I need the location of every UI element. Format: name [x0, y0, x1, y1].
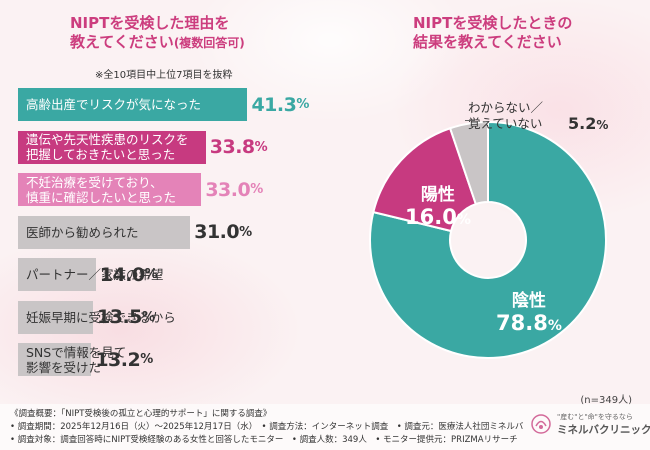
bar-label: 高齢出産でリスクが気になった [26, 97, 202, 112]
footer-line3: • 調査対象：調査回答時にNIPT受検経験のある女性と回答したモニター • 調査… [10, 435, 518, 445]
donut-slice-unknown [448, 120, 489, 206]
logo-tagline: "産む"と"命"を守るなら [557, 413, 633, 421]
bar-value-label: 14.0% [99, 263, 158, 286]
logo-name: ミネルバクリニック [557, 424, 650, 436]
left-title-paren: (複数回答可) [173, 36, 245, 50]
bar-value-label: 41.3% [251, 93, 309, 116]
unknown-percent: % [596, 118, 609, 132]
footer-line1: 《調査概要：「NIPT受検後の孤立と心理的サポート」に関する調査》 [10, 409, 272, 419]
donut-slice-negative [369, 120, 607, 359]
bar-label: 遺伝や先天性疾患のリスクを 把握しておきたいと思った [26, 132, 189, 162]
unknown-line1: わからない／ [468, 100, 544, 115]
bar-label: SNSで情報を見て 影響を受けた [26, 344, 127, 375]
bar-label: パートナー／家族の希望 [26, 267, 164, 282]
positive-name: 陽性 [420, 185, 455, 205]
bar-row: パートナー／家族の希望 14.0% [18, 258, 318, 291]
bar [18, 88, 248, 121]
bar-label: 不妊治療を受けており、 慎重に確認したいと思った [26, 174, 177, 205]
bar [18, 343, 92, 376]
unknown-line2: 覚えていない [468, 116, 543, 131]
bar [18, 130, 206, 164]
donut-slice-positive [372, 126, 478, 233]
bar-value-label: 33.0% [205, 178, 263, 201]
unknown-value-number: 5.2 [568, 114, 597, 133]
bar [18, 258, 96, 291]
left-chart-title: NIPTを受検した理由を 教えてください(複数回答可) [70, 14, 280, 53]
bar-label: 医師から勧められた [26, 224, 139, 240]
negative-percent: % [547, 318, 562, 334]
bar-value-label: 31.0% [194, 221, 252, 243]
bar [18, 173, 202, 206]
bar-row: SNSで情報を見て 影響を受けた 13.2% [18, 343, 318, 376]
bar-row: 妊娠早期に受検できるから 13.5% [18, 300, 318, 334]
bar-row: 遺伝や先天性疾患のリスクを 把握しておきたいと思った 33.8% [18, 130, 318, 164]
bar-row: 不妊治療を受けており、 慎重に確認したいと思った 33.0% [18, 173, 318, 206]
left-title-line2: 教えてください(複数回答可) [70, 33, 280, 53]
bar-row: 医師から勧められた 31.0% [18, 215, 318, 249]
unknown-label: わからない／ 覚えていない [468, 100, 543, 132]
bar [18, 215, 191, 249]
bar-value-label: 13.5% [97, 306, 155, 328]
clinic-logo: "産む"と"命"を守るなら ミネルバクリニック [530, 411, 650, 441]
left-title-line1: NIPTを受検した理由を [70, 14, 230, 32]
positive-value: 16.0% [405, 205, 471, 229]
positive-label: 陽性 16.0% [405, 180, 471, 229]
bar-value-label: 33.8% [209, 136, 268, 158]
sample-size: (n=349人) [580, 395, 632, 406]
bar [18, 300, 93, 334]
unknown-value: 5.2% [568, 114, 608, 133]
footer-line2: • 調査期間：2025年12月16日（火）～2025年12月17日（水） • 調… [10, 422, 524, 432]
unknown-leader-line [465, 120, 475, 121]
logo-mark-icon [531, 414, 551, 434]
positive-value-number: 16.0 [405, 205, 457, 229]
right-title-line1: NIPTを受検したときの [413, 14, 573, 32]
left-chart-note: ※全10項目中上位7項目を抜粋 [95, 70, 233, 81]
positive-percent: % [456, 212, 471, 228]
left-title-line2-text: 教えてください [70, 33, 174, 51]
bar-row: 高齢出産でリスクが気になった 41.3% [18, 88, 318, 121]
negative-value: 78.8% [496, 311, 562, 335]
right-chart-title: NIPTを受検したときの 結果を教えてください [413, 14, 613, 52]
negative-value-number: 78.8 [496, 311, 548, 335]
negative-label: 陰性 78.8% [496, 286, 562, 335]
negative-name: 陰性 [511, 291, 546, 311]
bar-value-label: 13.2% [95, 348, 153, 371]
right-title-line2: 結果を教えてください [413, 33, 562, 51]
bar-label: 妊娠早期に受検できるから [26, 309, 176, 325]
